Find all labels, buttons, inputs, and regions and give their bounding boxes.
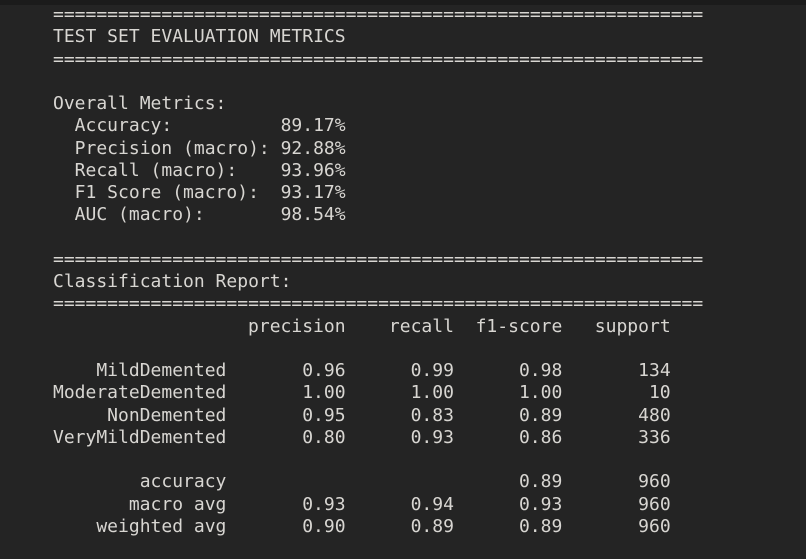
cell-f1-score: 0.86 <box>518 426 563 448</box>
metric-row-precision: Precision (macro): 92.88% <box>53 138 703 160</box>
cell-support: 960 <box>638 471 671 493</box>
metric-value: 89.17% <box>280 115 346 137</box>
report-row: NonDemented 0.95 0.83 0.89 480 <box>53 405 703 427</box>
cell-recall: 1.00 <box>410 382 454 404</box>
cell-support: 480 <box>638 404 671 426</box>
cell-recall: 0.83 <box>410 404 454 426</box>
separator-line: ========================================… <box>53 48 704 70</box>
cell-f1-score: 0.89 <box>518 515 563 537</box>
cell-precision: 0.93 <box>302 493 346 515</box>
class-name: VeryMildDemented <box>53 426 227 448</box>
terminal-output[interactable]: ========================================… <box>53 4 703 538</box>
metric-value: 93.17% <box>280 182 346 203</box>
summary-row-weighted-avg: weighted avg 0.90 0.89 0.89 960 <box>53 516 703 538</box>
cell-precision: 0.80 <box>302 426 346 448</box>
blank-line <box>53 338 703 360</box>
report-header-row: precision recall f1-score support <box>53 316 703 338</box>
cell-f1-score: 0.93 <box>518 493 563 515</box>
class-name: MildDemented <box>96 360 227 381</box>
metric-value: 92.88% <box>280 137 346 159</box>
cell-f1-score: 0.89 <box>518 471 563 493</box>
blank-line <box>53 71 703 93</box>
cell-precision: 1.00 <box>302 382 346 404</box>
column-header-f1-score: f1-score <box>475 315 563 337</box>
metric-label: Precision (macro): <box>74 137 270 159</box>
metric-label: Recall (macro): <box>74 159 238 181</box>
report-row: ModerateDemented 1.00 1.00 1.00 10 <box>53 382 703 404</box>
window-top-edge <box>0 0 806 5</box>
blank-line <box>53 449 703 471</box>
separator-line: ========================================… <box>53 248 704 270</box>
metric-value: 98.54% <box>280 204 346 226</box>
cell-support: 134 <box>638 360 671 381</box>
cell-recall: 0.99 <box>410 360 454 381</box>
cell-precision: 0.95 <box>302 404 346 426</box>
metric-row-auc: AUC (macro): 98.54% <box>53 204 703 226</box>
summary-row-macro-avg: macro avg 0.93 0.94 0.93 960 <box>53 494 703 516</box>
report-title: TEST SET EVALUATION METRICS <box>53 26 346 48</box>
metric-row-recall: Recall (macro): 93.96% <box>53 160 703 182</box>
cell-recall: 0.94 <box>410 493 454 515</box>
cell-support: 336 <box>638 426 671 448</box>
blank-line <box>53 227 703 249</box>
cell-precision: 0.96 <box>302 360 346 381</box>
cell-f1-score: 1.00 <box>518 382 563 404</box>
summary-name: weighted avg <box>96 515 227 537</box>
cell-recall: 0.89 <box>410 515 454 537</box>
metric-value: 93.96% <box>280 159 346 181</box>
overall-metrics-heading: Overall Metrics: <box>53 93 227 114</box>
column-header-recall: recall <box>388 315 454 337</box>
separator-line: ========================================… <box>53 4 704 25</box>
column-header-precision: precision <box>248 315 346 337</box>
cell-support: 960 <box>638 515 671 537</box>
cell-f1-score: 0.89 <box>518 404 563 426</box>
metric-label: Accuracy: <box>74 115 173 137</box>
metric-label: AUC (macro): <box>74 204 205 226</box>
cell-support: 10 <box>648 382 671 404</box>
summary-name: accuracy <box>139 471 227 493</box>
report-row: MildDemented 0.96 0.99 0.98 134 <box>53 360 703 382</box>
column-header-support: support <box>594 315 671 337</box>
classification-report-heading: Classification Report: <box>53 271 292 292</box>
summary-name: macro avg <box>128 493 227 515</box>
cell-recall: 0.93 <box>410 426 454 448</box>
separator-line: ========================================… <box>53 293 704 315</box>
class-name: ModerateDemented <box>53 382 227 404</box>
metric-row-accuracy: Accuracy: 89.17% <box>53 115 703 137</box>
class-name: NonDemented <box>107 404 227 426</box>
cell-f1-score: 0.98 <box>518 360 563 381</box>
metric-row-f1: F1 Score (macro): 93.17% <box>53 182 703 204</box>
report-row: VeryMildDemented 0.80 0.93 0.86 336 <box>53 427 703 449</box>
cell-support: 960 <box>638 493 671 515</box>
metric-label: F1 Score (macro): <box>74 182 259 203</box>
cell-precision: 0.90 <box>302 515 346 537</box>
summary-row-accuracy: accuracy 0.89 960 <box>53 471 703 493</box>
